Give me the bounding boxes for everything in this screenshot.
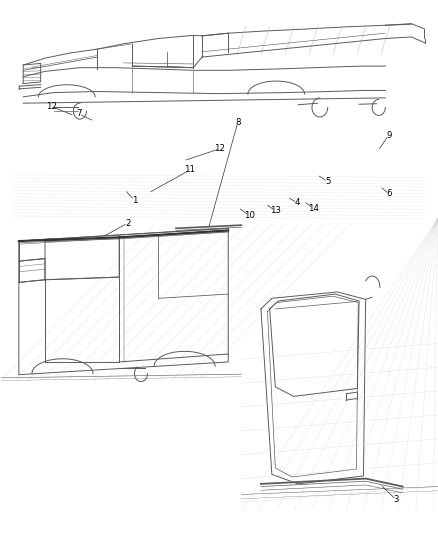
Text: 9: 9 bbox=[385, 131, 391, 140]
Text: 14: 14 bbox=[307, 204, 318, 213]
Text: 13: 13 bbox=[269, 206, 280, 215]
Text: 4: 4 bbox=[294, 198, 299, 207]
Text: 3: 3 bbox=[392, 495, 398, 504]
Text: 12: 12 bbox=[46, 102, 57, 111]
Text: 8: 8 bbox=[234, 118, 240, 127]
Text: 10: 10 bbox=[243, 211, 254, 220]
Text: 1: 1 bbox=[131, 196, 137, 205]
Text: 7: 7 bbox=[76, 109, 81, 118]
Text: 12: 12 bbox=[213, 144, 225, 154]
Text: 11: 11 bbox=[184, 166, 195, 174]
Text: 5: 5 bbox=[324, 177, 330, 186]
Text: 6: 6 bbox=[385, 189, 391, 198]
Text: 2: 2 bbox=[125, 219, 131, 228]
